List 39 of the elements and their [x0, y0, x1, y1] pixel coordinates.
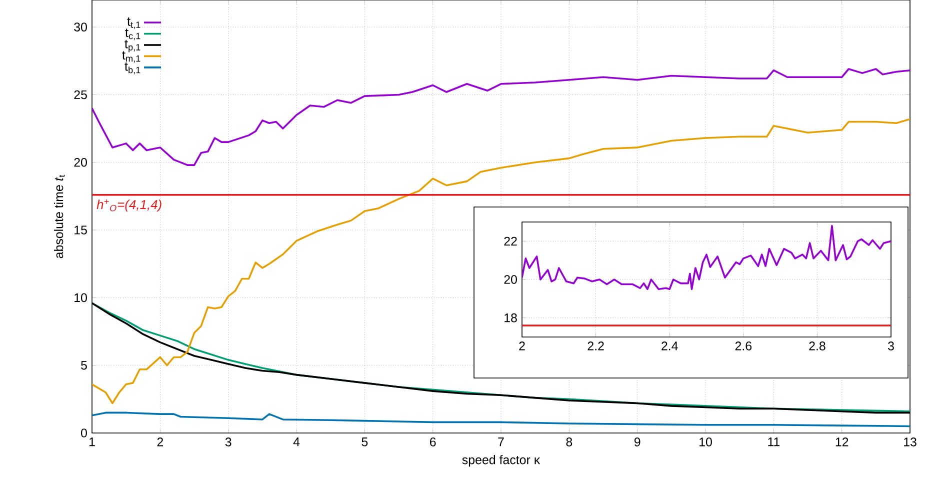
y-tick-label: 30 — [74, 22, 87, 32]
legend-label: t$_{t,1}$ — [127, 17, 140, 30]
y-tick-label: 5 — [81, 361, 87, 370]
x-tick-label: 4 — [293, 438, 300, 446]
x-tick-label: 5 — [362, 438, 368, 446]
legend-label: t$_{p,1}$ — [124, 40, 140, 52]
x-tick-label: 3 — [888, 342, 894, 350]
y-tick-label: 18 — [504, 313, 517, 322]
line-series — [92, 118, 910, 404]
x-tick-label: 9 — [634, 438, 640, 446]
x-tick-label: 1 — [89, 438, 95, 446]
y-axis-title: absolute time t$_{t}$ — [54, 174, 65, 258]
x-tick-label: 2.6 — [735, 342, 752, 350]
x-tick-label: 6 — [430, 438, 436, 446]
legend-label: t$_{c,1}$ — [125, 28, 140, 40]
y-tick-label: 15 — [74, 226, 87, 234]
legend-label: t$_{m,1}$ — [122, 51, 140, 63]
y-tick-label: 20 — [504, 275, 517, 284]
x-tick-label: 7 — [498, 438, 504, 446]
y-tick-label: 22 — [504, 236, 517, 246]
y-tick-label: 20 — [74, 158, 87, 167]
x-tick-label: 13 — [904, 438, 916, 446]
y-tick-label: 25 — [74, 90, 87, 100]
x-axis-title: speed factor κ — [462, 455, 540, 467]
x-tick-label: 11 — [768, 438, 780, 446]
x-tick-label: 12 — [836, 438, 848, 446]
x-tick-label: 8 — [566, 438, 572, 446]
x-tick-label: 2 — [157, 438, 163, 446]
legend-label: t$_{b,1}$ — [124, 62, 140, 74]
x-tick-label: 3 — [225, 438, 232, 446]
x-tick-label: 2.4 — [662, 342, 678, 350]
x-tick-label: 2.8 — [809, 342, 826, 350]
x-tick-label: 2.2 — [588, 342, 604, 350]
y-tick-label: 10 — [74, 293, 87, 302]
y-tick-label: 0 — [81, 428, 87, 438]
x-tick-label: 2 — [519, 342, 525, 350]
ref-line-label: h$^{+}$$_{O}$=(4,1,4) — [96, 199, 162, 212]
x-tick-label: 10 — [700, 438, 712, 446]
line-series — [522, 224, 892, 290]
